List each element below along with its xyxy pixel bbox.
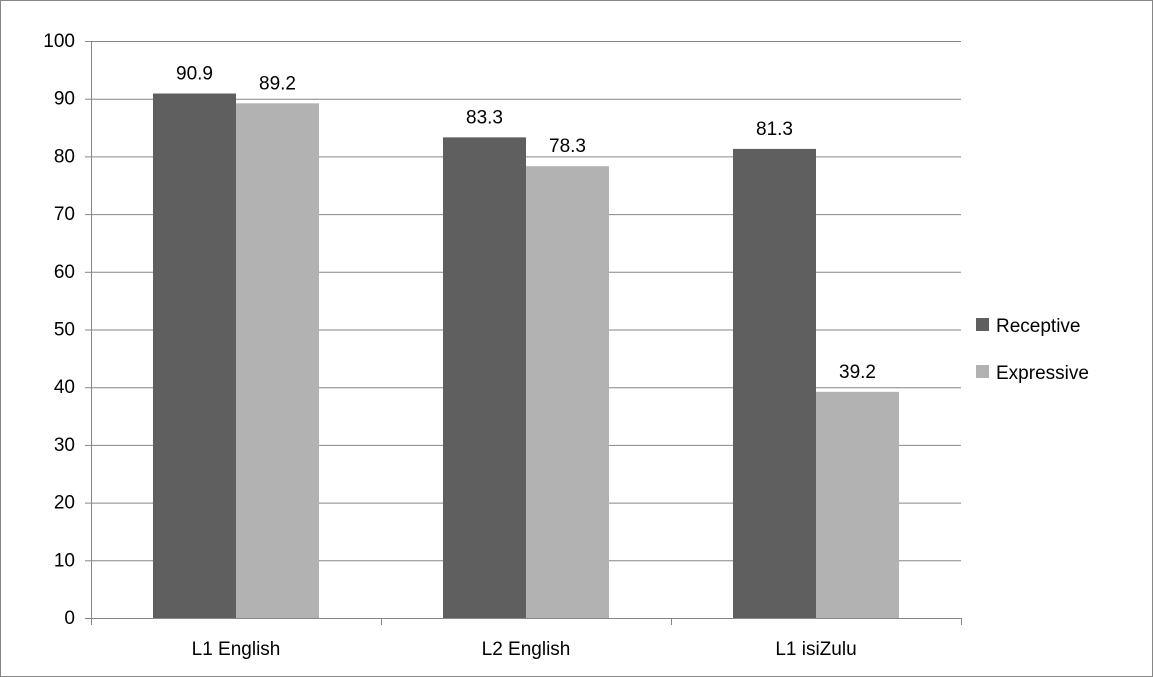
- bars: [153, 93, 899, 619]
- axes: 0 10 20 30 40 50 60 70 80 90 100 L1 English L2 Engli…: [43, 31, 962, 660]
- legend-label-receptive: Receptive: [996, 316, 1081, 337]
- bar-expressive-l1-english: [236, 103, 319, 619]
- y-tick-label-40: 40: [54, 377, 75, 398]
- bar-receptive-l1-english: [153, 93, 236, 618]
- y-tick-label-20: 20: [54, 493, 75, 514]
- data-label-receptive-l2-english: 83.3: [466, 107, 503, 128]
- bar-receptive-l2-english: [443, 137, 526, 618]
- bar-expressive-l2-english: [526, 166, 609, 619]
- legend-swatch-receptive: [976, 318, 989, 331]
- data-label-expressive-l1-isizulu: 39.2: [839, 362, 876, 383]
- y-tick-label-50: 50: [54, 320, 75, 341]
- data-label-expressive-l2-english: 78.3: [549, 136, 586, 157]
- y-tick-label-90: 90: [54, 89, 75, 110]
- y-tick-label-0: 0: [64, 608, 75, 629]
- x-tick-label-l1-isizulu: L1 isiZulu: [775, 639, 856, 660]
- legend-label-expressive: Expressive: [996, 363, 1089, 384]
- data-labels: 90.9 89.2 83.3 78.3 81.3 39.2: [176, 64, 876, 383]
- y-tick-label-60: 60: [54, 262, 75, 283]
- bar-receptive-l1-isizulu: [733, 148, 816, 619]
- y-tick-label-30: 30: [54, 435, 75, 456]
- bar-expressive-l1-isizulu: [816, 391, 899, 618]
- y-tick-label-100: 100: [43, 31, 75, 52]
- y-tick-label-70: 70: [54, 204, 75, 225]
- y-tick-label-80: 80: [54, 146, 75, 167]
- y-tick-label-10: 10: [54, 550, 75, 571]
- x-tick-label-l1-english: L1 English: [192, 639, 281, 660]
- legend: Receptive Expressive: [976, 316, 1089, 384]
- legend-swatch-expressive: [976, 365, 989, 378]
- data-label-expressive-l1-english: 89.2: [259, 73, 296, 94]
- data-label-receptive-l1-isizulu: 81.3: [756, 119, 793, 140]
- x-tick-label-l2-english: L2 English: [482, 639, 571, 660]
- data-label-receptive-l1-english: 90.9: [176, 64, 213, 85]
